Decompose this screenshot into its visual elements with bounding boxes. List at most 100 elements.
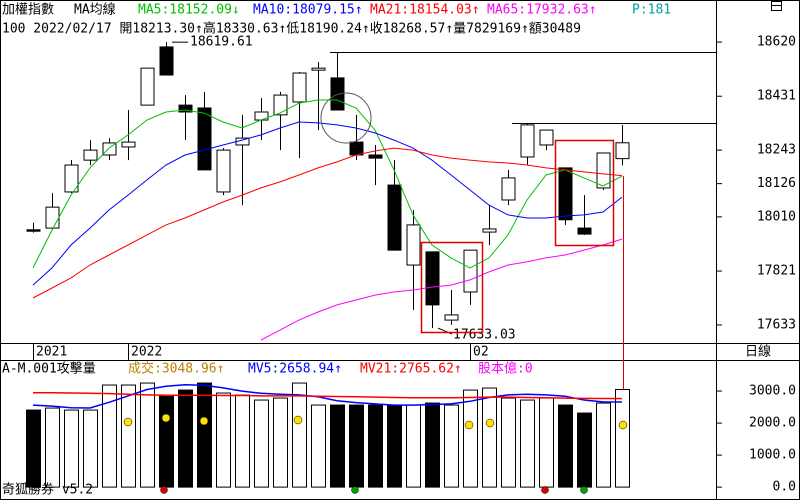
candle-body bbox=[463, 249, 478, 293]
ma-line bbox=[32, 147, 623, 299]
volume-bar bbox=[596, 402, 611, 488]
footer: 奇狐勝券 v5.2 bbox=[2, 482, 93, 498]
volume-bar bbox=[197, 382, 212, 488]
y-tick-label: 3000.0 bbox=[749, 384, 796, 399]
y-tick-label: 18010 bbox=[757, 209, 796, 224]
signal-dot bbox=[351, 486, 359, 494]
candle-body bbox=[64, 164, 79, 193]
signal-dot bbox=[618, 420, 628, 430]
candle-body bbox=[273, 94, 288, 116]
x-tick-label: 2021 bbox=[36, 345, 67, 360]
signal-dot bbox=[541, 486, 549, 494]
legend-entry: MV21:2765.62↑ bbox=[360, 362, 462, 377]
candle-body bbox=[501, 177, 516, 201]
y-tick-label: 2000.0 bbox=[749, 416, 796, 431]
volume-bar bbox=[121, 384, 136, 488]
signal-dot bbox=[199, 416, 209, 426]
signal-dot bbox=[580, 486, 588, 494]
y-tick-label: 1000.0 bbox=[749, 448, 796, 463]
volume-bar bbox=[216, 392, 231, 488]
candle-body bbox=[83, 149, 98, 161]
signal-dot bbox=[293, 415, 303, 425]
candle-body bbox=[292, 72, 307, 103]
mv-line bbox=[33, 391, 623, 400]
volume-bar bbox=[64, 409, 79, 488]
chart-subtitle: MA均線 bbox=[74, 2, 116, 18]
candle-body bbox=[482, 228, 497, 233]
legend-entry: MV5:2658.94↑ bbox=[248, 362, 342, 377]
candle-body bbox=[406, 224, 421, 266]
legend-entry: MA5:18152.09↓ bbox=[138, 3, 240, 18]
volume-bar bbox=[178, 389, 193, 488]
candle-body bbox=[45, 206, 60, 229]
volume-title: A-M.001攻擊量 bbox=[2, 361, 96, 377]
volume-bar bbox=[425, 402, 440, 488]
indicator: P:181 bbox=[632, 3, 671, 18]
signal-dot bbox=[123, 417, 133, 427]
period-label: 日線 bbox=[745, 344, 771, 360]
x-tick-label: 02 bbox=[473, 345, 489, 360]
candle-body bbox=[254, 111, 269, 121]
volume-bar bbox=[45, 407, 60, 488]
volume-bar bbox=[615, 388, 630, 488]
y-tick-label: 18431 bbox=[757, 89, 796, 104]
candle-body bbox=[368, 154, 383, 159]
candle-body bbox=[577, 227, 592, 235]
volume-bar bbox=[406, 404, 421, 488]
volume-bar bbox=[482, 387, 497, 488]
candle-body bbox=[121, 141, 136, 148]
volume-bar bbox=[539, 397, 554, 488]
signal-dot bbox=[161, 413, 171, 423]
volume-bar bbox=[577, 412, 592, 488]
candle-body bbox=[178, 104, 193, 113]
ma-line bbox=[32, 121, 623, 286]
candle-body bbox=[311, 67, 326, 71]
legend-entry: MA10:18079.15↑ bbox=[253, 3, 363, 18]
plot-area: 2021 2022 02 18619.61 17633.03 bbox=[26, 35, 630, 488]
volume-bar bbox=[311, 404, 326, 488]
annotations bbox=[320, 92, 624, 390]
volume-bar bbox=[235, 394, 250, 488]
y-tick-label: 17633 bbox=[757, 317, 796, 332]
x-tick-label: 2022 bbox=[131, 345, 162, 360]
legend-entry: 成交:3048.96↑ bbox=[128, 361, 224, 377]
candle-body bbox=[596, 152, 611, 189]
candle-body bbox=[444, 314, 459, 321]
volume-bar bbox=[368, 404, 383, 488]
candle-body bbox=[216, 149, 231, 193]
signal-dot bbox=[464, 420, 474, 430]
volume-bar bbox=[349, 404, 364, 488]
volume-bar bbox=[26, 409, 41, 488]
legend-entry: MA65:17932.63↑ bbox=[487, 3, 597, 18]
signal-dot bbox=[160, 486, 168, 494]
candle-body bbox=[539, 129, 554, 146]
candle-body bbox=[330, 77, 345, 111]
highlight-box bbox=[420, 241, 484, 334]
y-tick-label: 18126 bbox=[757, 176, 796, 191]
volume-bar bbox=[387, 404, 402, 488]
quote-info: 100 2022/02/17 開18213.30↑高18330.63↑低1819… bbox=[2, 21, 581, 37]
volume-bar bbox=[463, 389, 478, 488]
volume-bar bbox=[159, 394, 174, 488]
y-tick-label: 18243 bbox=[757, 143, 796, 158]
candle-body bbox=[26, 229, 41, 232]
candle-body bbox=[387, 184, 402, 251]
ma-line bbox=[32, 99, 623, 269]
header: 加權指數 MA均線 P:181 100 2022/02/17 開18213.30… bbox=[2, 2, 671, 498]
candle-body bbox=[558, 167, 573, 221]
candle-body bbox=[140, 67, 155, 106]
signal-dots bbox=[123, 413, 628, 494]
volume-bar bbox=[273, 397, 288, 488]
signal-dot bbox=[485, 418, 495, 428]
volume-bar bbox=[102, 384, 117, 488]
volume-bar bbox=[140, 382, 155, 488]
candle-body bbox=[197, 107, 212, 171]
candle-body bbox=[520, 124, 535, 158]
indicator: 股本億:0 bbox=[478, 361, 533, 377]
legend-entry: MA21:18154.03↑ bbox=[370, 3, 480, 18]
chart-title: 加權指數 bbox=[2, 3, 54, 18]
volume-bar bbox=[83, 409, 98, 488]
volume-bar bbox=[558, 404, 573, 488]
y-tick-label: 17821 bbox=[757, 264, 796, 279]
